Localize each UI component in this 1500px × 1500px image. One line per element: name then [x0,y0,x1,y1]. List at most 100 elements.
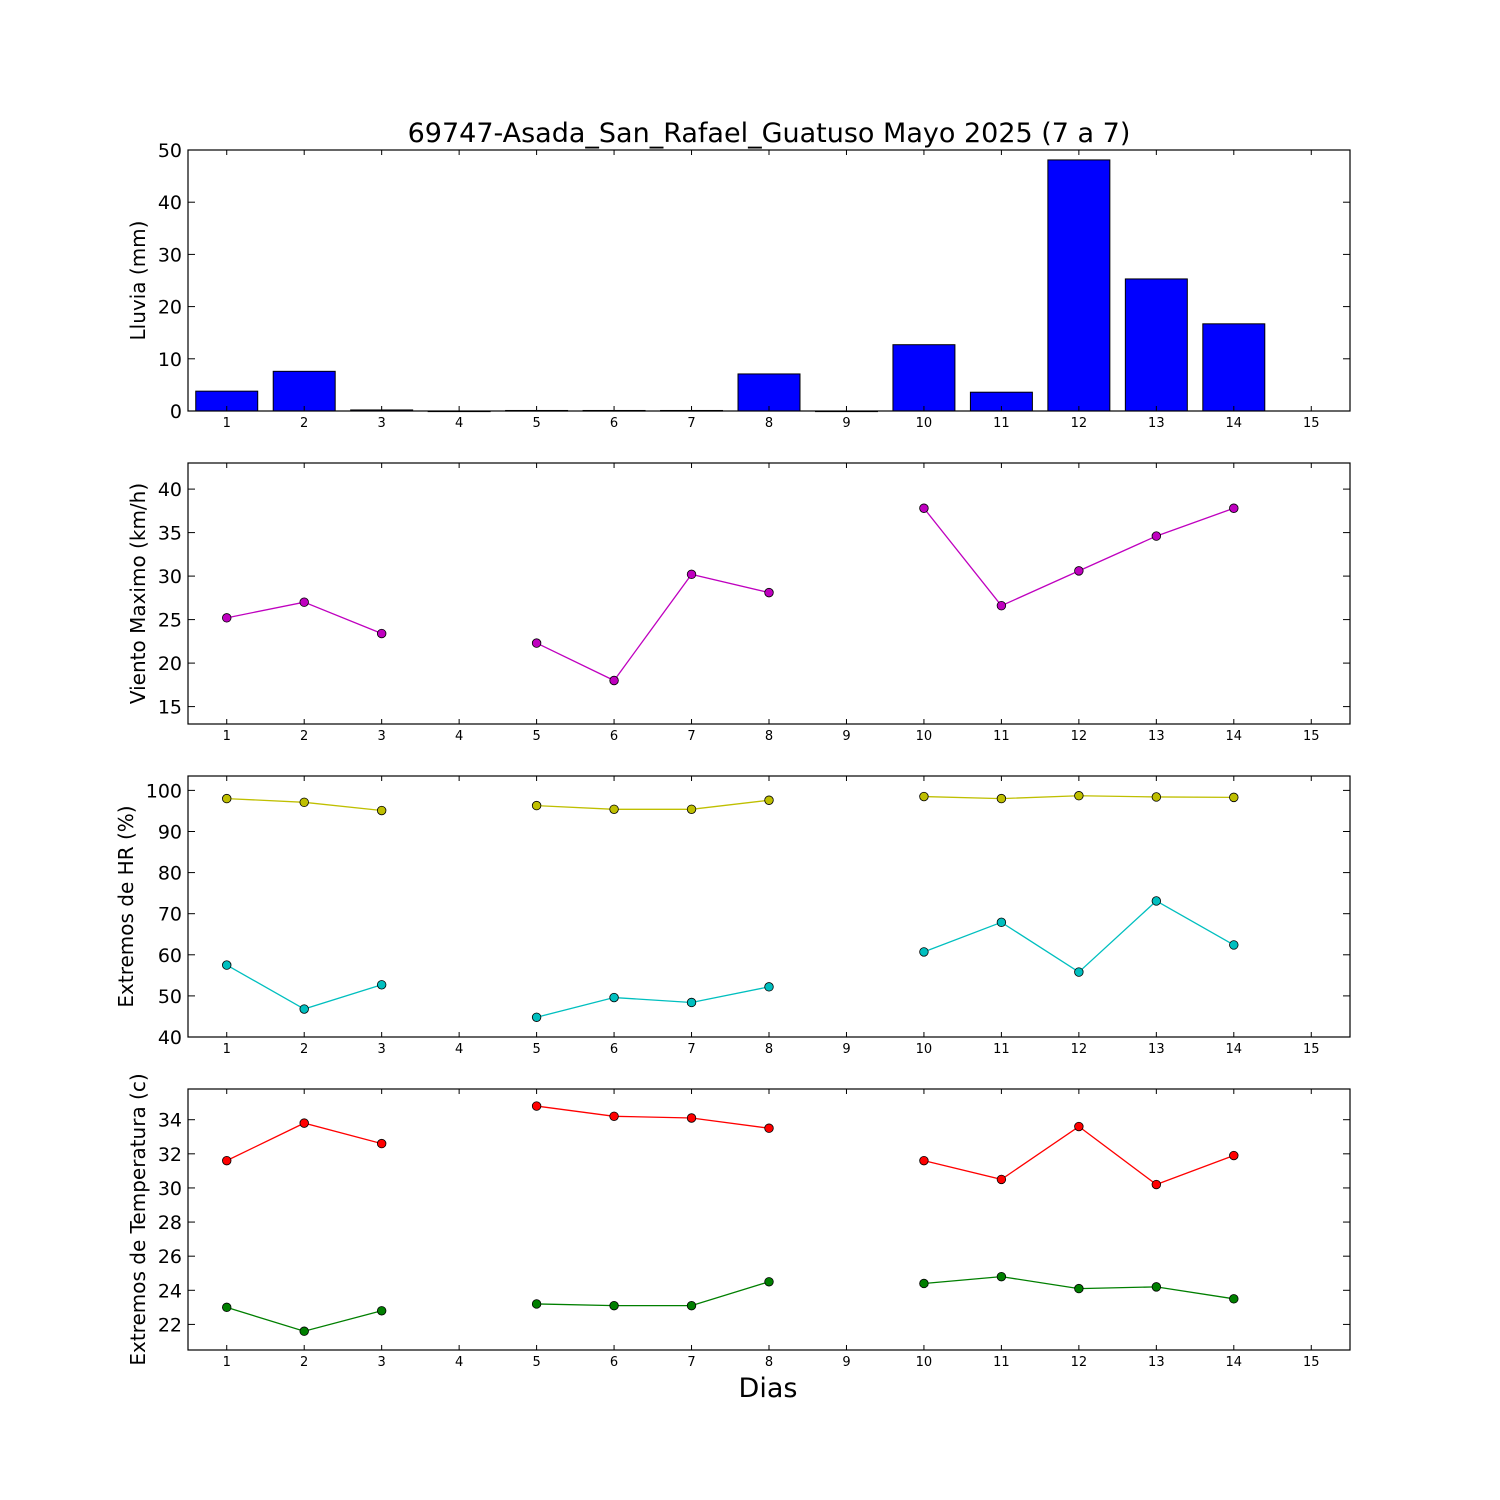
data-point [299,1326,309,1336]
data-point [1074,967,1084,977]
y-tick-label: 50 [158,986,182,1008]
series-line [536,1105,770,1129]
x-tick-label: 1 [223,1042,231,1057]
data-point [1151,1179,1162,1190]
x-tick-label: 8 [765,729,773,744]
x-tick-label: 3 [378,1042,386,1057]
data-point [919,791,929,802]
data-point [919,947,929,957]
series-line [536,573,770,682]
x-tick-label: 13 [1148,1042,1165,1057]
wind-panel: 1 2 3 4 5 6 7 8 9 10 11 12 13 14 15152025303540Viento … [126,462,1351,744]
y-tick-label: 20 [158,653,182,675]
data-point [376,628,387,639]
y-tick-label: 0 [170,401,182,423]
data-point [764,1277,774,1287]
x-tick-label: 13 [1148,729,1165,744]
data-point [531,1012,542,1022]
y-tick-label: 24 [158,1280,182,1302]
x-tick-label: 14 [1226,1042,1243,1057]
data-point [609,992,619,1003]
data-point [299,797,309,808]
temperature-panel: 1 2 3 4 5 6 7 8 9 10 11 12 13 14 1522242628303234Extre… [126,1073,1351,1370]
y-tick-label: 30 [158,244,182,266]
y-tick-label: 34 [158,1110,182,1132]
x-tick-label: 12 [1071,1042,1088,1057]
y-axis-label: Viento Maximo (km/h) [126,483,150,704]
data-point [996,1174,1007,1185]
data-point [376,980,387,990]
y-axis-label: Lluvia (mm) [126,221,150,341]
data-point [686,1300,697,1311]
data-point [299,1118,309,1128]
rain-bar [1202,323,1266,412]
y-tick-label: 26 [158,1246,182,1268]
data-point [222,1302,232,1313]
data-point [222,793,232,804]
data-point [996,793,1007,804]
x-tick-label: 1 [223,416,231,431]
x-tick-label: 1 [223,1355,231,1370]
x-tick-label: 2 [300,1042,308,1057]
data-point [919,1278,929,1289]
y-tick-label: 25 [158,610,182,632]
y-tick-label: 50 [158,140,182,162]
data-point [1229,792,1239,803]
x-axis-label: Dias [739,1373,798,1404]
y-axis-label: Extremos de HR (%) [114,805,138,1007]
data-point [686,804,697,814]
data-point [919,503,929,513]
data-point [376,1306,387,1316]
x-tick-label: 7 [687,1355,695,1370]
y-axis-label: Extremos de Temperatura (c) [126,1073,150,1365]
y-tick-label: 40 [158,192,182,214]
x-tick-label: 3 [378,729,386,744]
data-point [996,600,1007,611]
x-tick-label: 3 [378,1355,386,1370]
data-point [686,1113,697,1123]
x-tick-label: 11 [993,1355,1010,1370]
data-point [764,1123,774,1133]
x-tick-label: 14 [1226,729,1243,744]
rain-bar [1047,159,1111,412]
x-tick-label: 1 [223,729,231,744]
x-tick-label: 14 [1226,1355,1243,1370]
x-tick-label: 4 [455,1042,463,1057]
data-point [1151,531,1162,541]
data-point [1151,792,1162,802]
x-tick-label: 5 [532,416,540,431]
y-tick-label: 90 [158,821,182,843]
x-tick-label: 9 [842,1042,850,1057]
y-tick-label: 60 [158,945,182,967]
rain-bar [737,373,801,412]
y-tick-label: 35 [158,523,182,545]
data-point [919,1155,929,1166]
x-tick-label: 7 [687,416,695,431]
data-point [609,1300,619,1311]
data-point [1229,940,1239,950]
x-tick-label: 8 [765,416,773,431]
x-tick-label: 10 [916,416,933,431]
x-tick-label: 4 [455,416,463,431]
x-tick-label: 15 [1303,416,1320,431]
x-tick-label: 2 [300,416,308,431]
x-tick-label: 11 [993,1042,1010,1057]
data-point [1229,1150,1239,1161]
y-tick-label: 30 [158,566,182,588]
data-point [996,917,1007,928]
x-tick-label: 6 [610,1355,618,1370]
x-tick-label: 9 [842,1355,850,1370]
x-tick-label: 11 [993,416,1010,431]
data-point [1074,1283,1084,1294]
data-point [299,1004,309,1014]
y-tick-label: 28 [158,1212,182,1234]
x-tick-label: 14 [1226,416,1243,431]
x-tick-label: 12 [1071,416,1088,431]
data-point [222,613,232,623]
data-point [1074,791,1084,801]
data-point [764,587,774,598]
